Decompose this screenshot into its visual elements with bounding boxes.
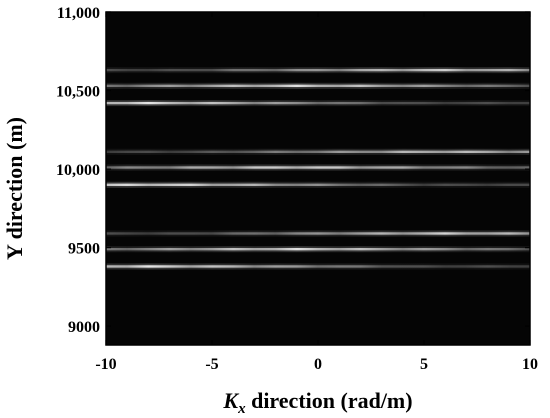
- bright-line: [106, 166, 530, 169]
- y-axis-label: Y direction (m): [2, 117, 27, 260]
- bright-lines: [106, 67, 530, 270]
- x-axis-label: Kx direction (rad/m): [222, 388, 412, 417]
- bright-line: [106, 265, 530, 268]
- y-tick-label: 10,000: [56, 162, 100, 179]
- y-axis-ticks: 9000 9500 10,000 10,500 11,000: [56, 5, 530, 336]
- y-tick-label: 9000: [68, 319, 100, 336]
- y-tick-label: 11,000: [57, 5, 100, 22]
- x-axis-ticks: -10 -5 0 5 10: [95, 12, 538, 373]
- bright-line: [106, 150, 530, 153]
- x-axis-label-symbol: K: [222, 388, 239, 413]
- bright-line: [106, 247, 530, 251]
- bright-line: [106, 101, 530, 105]
- bright-line: [106, 183, 530, 186]
- bright-line: [106, 232, 530, 235]
- y-tick-label: 9500: [68, 241, 100, 258]
- bright-line: [106, 84, 530, 88]
- bright-line: [106, 68, 530, 72]
- x-tick-label: 10: [522, 356, 538, 373]
- x-axis-label-subscript: x: [237, 401, 246, 417]
- x-tick-label: -5: [205, 356, 218, 373]
- plot-area: [106, 12, 530, 345]
- x-tick-label: 5: [420, 356, 428, 373]
- x-tick-label: -10: [95, 356, 116, 373]
- x-tick-label: 0: [314, 356, 322, 373]
- x-axis-label-text: direction (rad/m): [246, 388, 413, 413]
- y-tick-label: 10,500: [56, 84, 100, 101]
